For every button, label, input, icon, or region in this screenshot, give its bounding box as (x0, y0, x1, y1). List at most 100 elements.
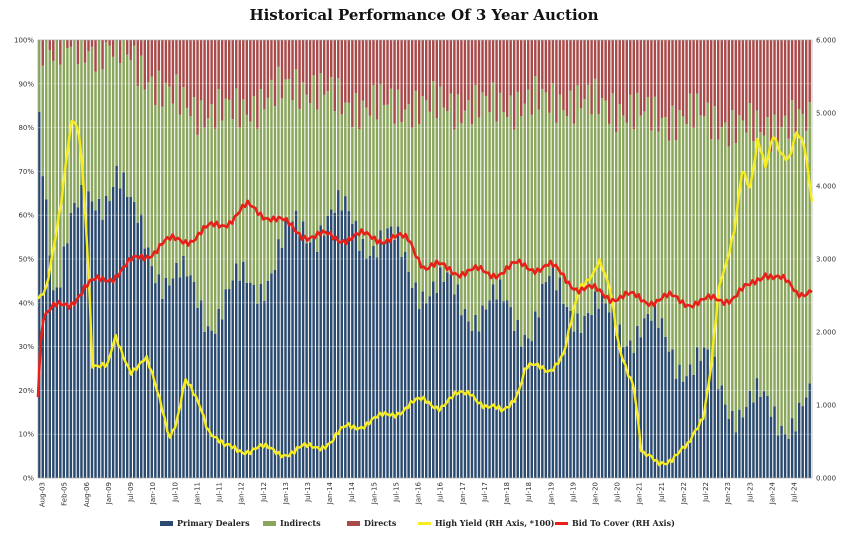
bar-indirects (217, 89, 220, 309)
bar-directs (358, 40, 361, 129)
bar-directs (681, 40, 685, 117)
bar-directs (305, 40, 308, 95)
bar-indirects (132, 45, 136, 202)
bar-indirects (242, 99, 245, 262)
x-tick-label: Jan-15 (370, 482, 378, 505)
bar-directs (273, 40, 277, 107)
bar-indirects (62, 40, 66, 247)
bar-directs (576, 40, 579, 86)
bar-primary-dealers (312, 237, 315, 478)
bar-primary-dealers (417, 309, 421, 478)
bar-indirects (220, 120, 224, 320)
bar-primary-dealers (442, 281, 446, 478)
bar-directs (783, 40, 787, 116)
bar-directs (400, 40, 403, 123)
right-tick-label: 0.000 (816, 475, 836, 483)
bar-primary-dealers (238, 280, 241, 478)
bar-indirects (326, 91, 329, 217)
bar-primary-dealers (421, 291, 424, 478)
bar-directs (136, 40, 139, 87)
bar-directs (534, 40, 537, 77)
bar-directs (629, 40, 632, 95)
bar-indirects (790, 100, 794, 419)
bar-primary-dealers (808, 383, 811, 478)
bar-indirects (161, 106, 164, 299)
bar-primary-dealers (301, 221, 305, 479)
bar-primary-dealers (692, 374, 695, 478)
bar-indirects (808, 102, 811, 384)
bar-indirects (178, 114, 182, 278)
bar-primary-dealers (650, 320, 653, 478)
bar-primary-dealers (220, 319, 224, 478)
x-tick-label: Jul-10 (171, 482, 179, 503)
bar-primary-dealers (541, 283, 544, 478)
bar-indirects (717, 139, 720, 390)
bar-indirects (115, 40, 118, 166)
bar-indirects (361, 100, 365, 239)
bar-directs (541, 40, 544, 89)
bar-directs (646, 40, 650, 98)
bar-indirects (386, 104, 389, 229)
bar-primary-dealers (178, 277, 182, 478)
bar-primary-dealers (470, 330, 474, 478)
bar-directs (365, 40, 368, 108)
bar-directs (555, 40, 558, 123)
bar-indirects (667, 140, 671, 352)
bar-indirects (294, 69, 298, 211)
bar-indirects (175, 74, 178, 263)
bar-primary-dealers (572, 331, 576, 478)
bar-indirects (597, 114, 600, 309)
bar-indirects (164, 82, 168, 278)
left-tick-label: 70% (18, 168, 34, 176)
bar-indirects (206, 118, 210, 327)
bar-indirects (537, 109, 541, 318)
bar-primary-dealers (544, 282, 548, 478)
bar-directs (333, 40, 336, 112)
bar-indirects (699, 115, 702, 361)
x-tick-label: Jul-12 (260, 482, 268, 503)
bar-primary-dealers (780, 425, 783, 478)
bar-indirects (516, 91, 519, 320)
bar-primary-dealers (361, 238, 365, 478)
bar-directs (678, 40, 681, 111)
bar-primary-dealers (379, 230, 382, 478)
bar-primary-dealers (168, 285, 171, 478)
bar-indirects (695, 93, 699, 348)
bar-indirects (709, 139, 713, 367)
legend-swatch (347, 521, 360, 526)
bar-indirects (147, 82, 150, 248)
bar-indirects (365, 107, 368, 259)
bar-primary-dealers (372, 245, 375, 478)
bar-indirects (579, 108, 583, 333)
bar-primary-dealers (347, 211, 351, 478)
bar-primary-dealers (593, 291, 597, 478)
bar-indirects (632, 129, 636, 354)
bar-primary-dealers (389, 226, 393, 478)
bar-primary-dealers (122, 172, 125, 478)
bar-directs (351, 40, 354, 128)
left-tick-label: 20% (18, 387, 34, 395)
bar-primary-dealers (548, 276, 551, 478)
legend-swatch (160, 521, 173, 526)
bar-indirects (249, 121, 252, 283)
legend-label: Indirects (280, 518, 321, 528)
bar-primary-dealers (614, 336, 618, 478)
bar-indirects (748, 103, 752, 391)
bar-directs (671, 40, 674, 106)
bar-primary-dealers (108, 201, 111, 479)
bar-primary-dealers (294, 210, 298, 479)
bar-primary-dealers (537, 317, 541, 478)
bar-primary-dealers (231, 280, 234, 478)
right-tick-label: 3.000 (816, 256, 836, 264)
bar-directs (41, 40, 44, 66)
bar-indirects (136, 86, 139, 223)
bar-directs (301, 40, 305, 83)
bar-primary-dealers (432, 281, 435, 478)
bar-primary-dealers (333, 212, 336, 479)
bar-indirects (766, 117, 769, 396)
left-tick-label: 80% (18, 124, 34, 132)
bar-indirects (727, 146, 731, 419)
bar-directs (523, 40, 526, 104)
bar-directs (495, 40, 498, 122)
bar-primary-dealers (210, 330, 213, 478)
